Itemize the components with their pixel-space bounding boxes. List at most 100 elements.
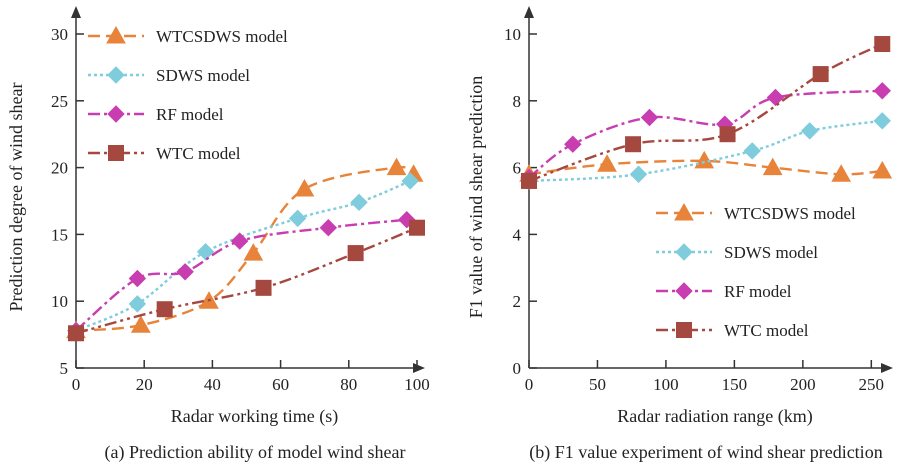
series-rf-model xyxy=(520,82,891,187)
data-point xyxy=(386,157,407,176)
legend-marker xyxy=(676,322,692,338)
data-point xyxy=(128,269,147,288)
y-tick-label: 25 xyxy=(51,92,68,111)
data-point xyxy=(230,232,249,250)
data-point xyxy=(243,243,264,261)
x-tick-label: 80 xyxy=(340,375,357,394)
legend-item: SDWS model xyxy=(656,243,818,262)
data-point xyxy=(873,112,891,130)
data-point xyxy=(255,279,272,296)
data-point xyxy=(743,142,761,160)
series-wtc-model xyxy=(68,219,425,342)
y-tick-label: 10 xyxy=(504,25,521,44)
y-axis-label: F1 value of wind shear prediction xyxy=(466,76,486,318)
x-tick-label: 200 xyxy=(790,375,816,394)
data-point xyxy=(640,108,659,127)
data-point xyxy=(347,245,364,262)
series-line xyxy=(528,119,883,183)
data-point xyxy=(130,315,151,333)
y-axis-arrow xyxy=(71,6,81,18)
data-point xyxy=(156,301,173,318)
data-point xyxy=(128,295,147,313)
y-tick-label: 5 xyxy=(60,359,69,378)
data-point xyxy=(597,154,617,172)
legend-label: RF model xyxy=(156,105,224,124)
data-point xyxy=(401,172,419,190)
data-point xyxy=(873,82,891,100)
data-point xyxy=(176,263,194,281)
series-wtcsdws-model xyxy=(66,157,424,339)
legend-item: WTCSDWS model xyxy=(88,25,288,46)
x-tick-label: 50 xyxy=(589,375,606,394)
y-tick-label: 0 xyxy=(513,359,522,378)
data-point xyxy=(564,135,582,153)
x-tick-label: 100 xyxy=(404,375,430,394)
x-tick-label: 60 xyxy=(272,375,289,394)
series-rf-model xyxy=(67,210,416,340)
chart-a: 5 10 15 20 25 30 0 20 40 60 80 100 Prediction degree… xyxy=(6,6,430,463)
data-point xyxy=(629,165,648,183)
series-wtcsdws-model xyxy=(519,150,893,182)
data-point xyxy=(831,164,852,182)
data-point xyxy=(625,136,642,153)
legend-label: RF model xyxy=(724,282,792,301)
y-tick-label: 6 xyxy=(513,159,522,178)
legend-marker xyxy=(107,105,125,123)
x-tick-label: 250 xyxy=(859,375,885,394)
y-tick-label: 15 xyxy=(51,225,68,244)
chart-caption: (b) F1 value experiment of wind shear pr… xyxy=(529,442,882,463)
data-point xyxy=(409,219,425,236)
series-sdws-model xyxy=(67,172,419,340)
y-tick-label: 20 xyxy=(51,159,68,178)
legend-label: WTCSDWS model xyxy=(724,204,856,223)
y-tick-label: 8 xyxy=(513,92,522,111)
y-axis-label: Prediction degree of wind shear xyxy=(6,83,26,312)
legend-item: WTC model xyxy=(88,144,241,163)
data-point xyxy=(800,122,819,140)
legend-marker xyxy=(108,145,124,161)
data-point xyxy=(521,172,537,189)
legend-label: WTC model xyxy=(156,144,241,163)
x-tick-label: 100 xyxy=(653,375,679,394)
legend-item: SDWS model xyxy=(88,66,250,85)
y-tick-label: 10 xyxy=(51,292,68,311)
data-point xyxy=(874,36,891,53)
x-tick-label: 20 xyxy=(136,375,153,394)
data-point xyxy=(68,325,84,342)
legend-label: WTC model xyxy=(724,321,809,340)
x-axis-arrow xyxy=(881,363,893,373)
data-point xyxy=(294,178,315,197)
legend-item: WTCSDWS model xyxy=(656,202,856,223)
legend-marker xyxy=(675,282,693,300)
legend-item: RF model xyxy=(88,105,224,124)
data-point xyxy=(719,126,736,143)
x-tick-label: 150 xyxy=(722,375,748,394)
x-tick-label: 0 xyxy=(525,375,534,394)
legend-label: WTCSDWS model xyxy=(156,27,288,46)
legend-item: RF model xyxy=(656,282,792,301)
data-point xyxy=(350,193,368,212)
y-axis-arrow xyxy=(524,6,534,18)
legend-marker xyxy=(106,25,126,44)
legend-label: SDWS model xyxy=(156,66,250,85)
legend: WTCSDWS model SDWS model RF model WTC model xyxy=(88,25,288,163)
legend-marker xyxy=(674,202,694,221)
data-point xyxy=(319,219,338,237)
legend-marker xyxy=(675,243,693,261)
x-axis-arrow xyxy=(413,363,425,373)
series-line xyxy=(75,226,418,335)
legend-marker xyxy=(107,66,125,84)
x-tick-label: 0 xyxy=(72,375,81,394)
legend-item: WTC model xyxy=(656,321,809,340)
y-tick-label: 2 xyxy=(513,292,522,311)
data-point xyxy=(288,209,307,228)
data-point xyxy=(872,160,893,179)
x-axis-label: Radar working time (s) xyxy=(171,406,338,427)
legend: WTCSDWS model SDWS model RF model WTC model xyxy=(656,202,856,340)
legend-label: SDWS model xyxy=(724,243,818,262)
x-tick-label: 40 xyxy=(204,375,221,394)
data-point xyxy=(766,88,785,107)
series-line xyxy=(75,218,407,332)
